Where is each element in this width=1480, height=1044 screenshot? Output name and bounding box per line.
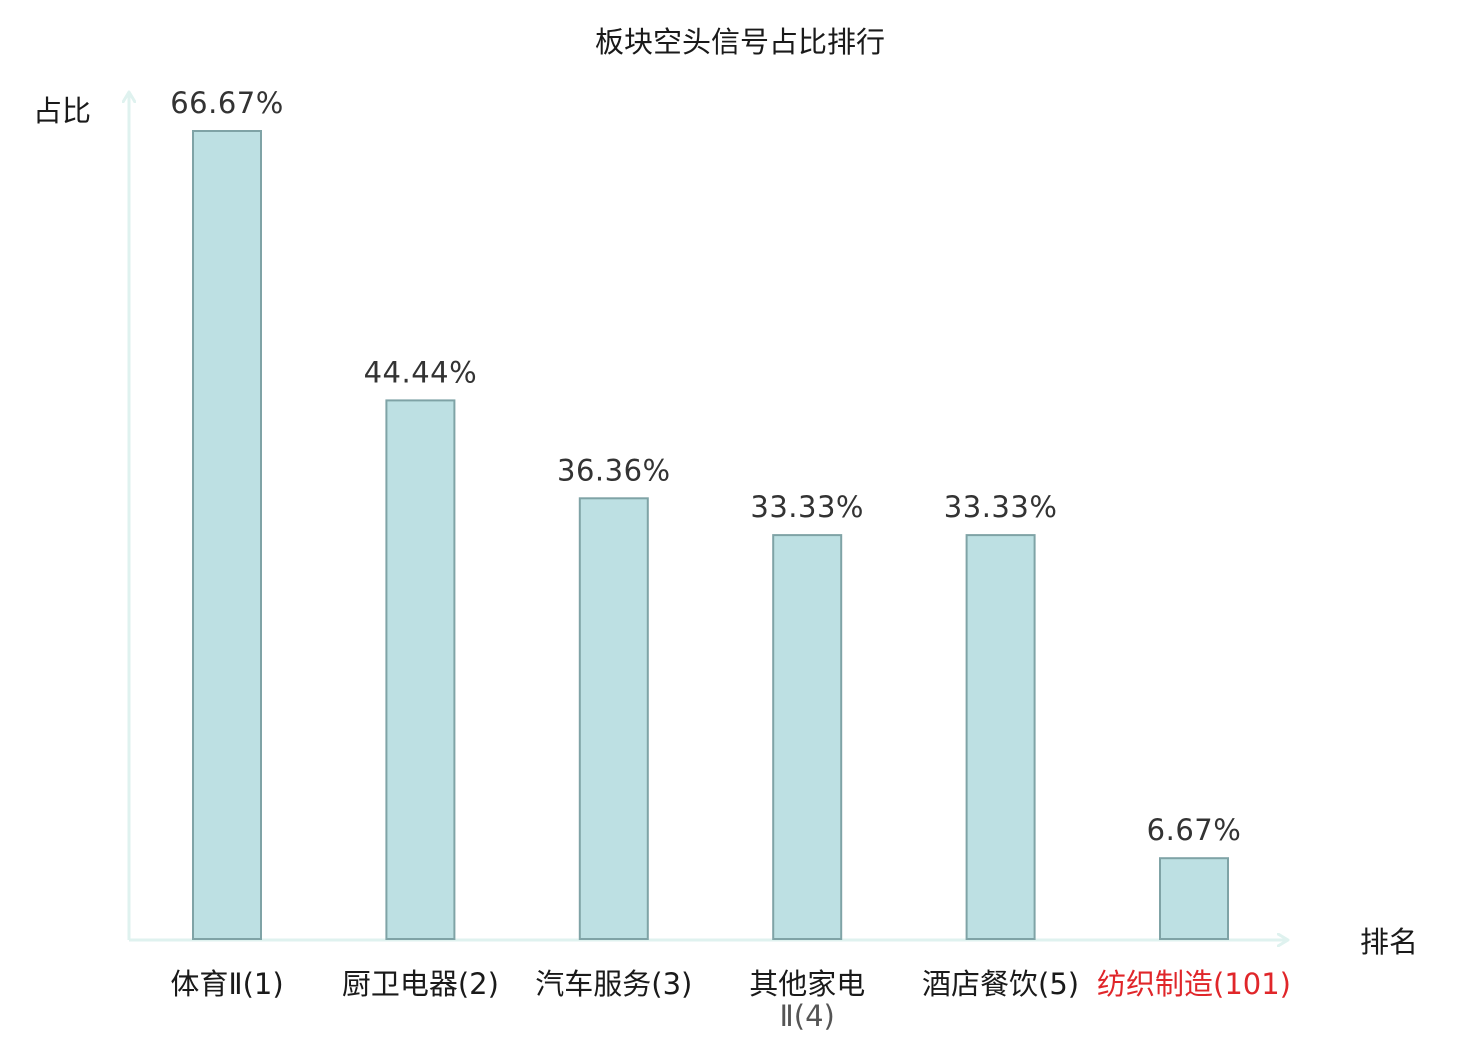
value-label-5: 33.33% [944, 490, 1058, 524]
value-label-1: 66.67% [170, 86, 284, 120]
bar-4 [772, 534, 843, 940]
category-label-1: 体育Ⅱ(1) [170, 967, 283, 1001]
category-label-5: 酒店餐饮(5) [922, 967, 1079, 1001]
category-rank-4: Ⅱ(4) [780, 999, 835, 1033]
bar-6 [1159, 857, 1229, 941]
category-label-6: 纺织制造(101) [1097, 967, 1291, 1001]
bars-group [192, 130, 1229, 941]
bar-5 [965, 534, 1036, 940]
value-label-6: 6.67% [1147, 813, 1242, 847]
value-label-4: 33.33% [750, 490, 864, 524]
chart-title: 板块空头信号占比排行 [595, 25, 885, 59]
value-labels-group: 66.67% 44.44% 36.36% 33.33% 33.33% 6.67% [170, 86, 1241, 847]
category-label-3: 汽车服务(3) [535, 967, 692, 1001]
bar-1 [192, 130, 262, 940]
y-axis-label: 占比 [33, 94, 91, 128]
bar-2 [385, 399, 456, 940]
value-label-3: 36.36% [557, 453, 671, 487]
category-label-4: 其他家电 [749, 967, 865, 1001]
category-label-2: 厨卫电器(2) [342, 967, 499, 1001]
x-axis-label: 排名 [1360, 925, 1418, 959]
value-label-2: 44.44% [364, 355, 478, 389]
bar-3 [578, 497, 649, 940]
